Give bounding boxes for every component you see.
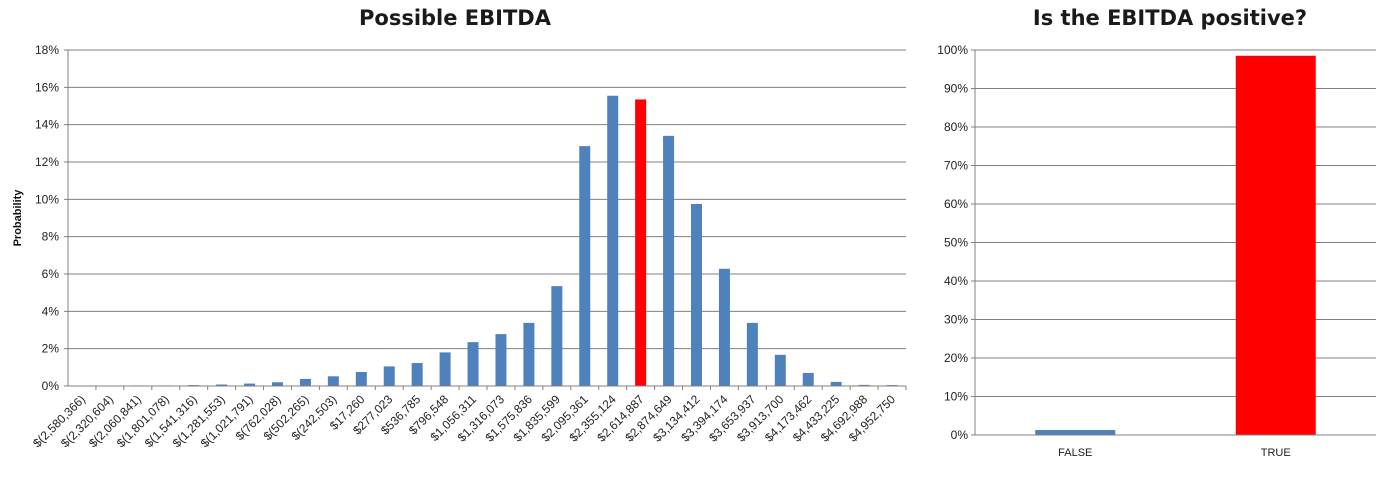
right-x-tick-label: FALSE: [1058, 447, 1092, 459]
left-y-tick-label: 2%: [42, 342, 60, 356]
left-y-axis-label: Probability: [12, 189, 24, 247]
left-y-tick-label: 18%: [35, 43, 59, 57]
left-y-tick-label: 8%: [42, 230, 60, 244]
right-y-tick-label: 70%: [944, 159, 968, 173]
left-bar: [663, 135, 675, 386]
right-y-tick-label: 50%: [944, 236, 968, 250]
right-y-tick-label: 30%: [944, 313, 968, 327]
left-bar: [495, 334, 507, 386]
left-bar: [216, 384, 228, 386]
right-y-tick-label: 0%: [951, 428, 969, 442]
right-y-tick-label: 20%: [944, 351, 968, 365]
right-y-tick-label: 80%: [944, 120, 968, 134]
right-y-tick-label: 40%: [944, 274, 968, 288]
left-bar: [830, 381, 842, 386]
left-bar: [746, 322, 758, 386]
right-y-tick-label: 10%: [944, 390, 968, 404]
right-y-tick-label: 90%: [944, 82, 968, 96]
left-bar: [802, 372, 814, 386]
left-y-tick-label: 16%: [35, 80, 59, 94]
left-bar: [411, 363, 423, 386]
left-bar: [244, 383, 256, 386]
left-bar: [467, 342, 479, 386]
right-chart-title: Is the EBITDA positive?: [1032, 6, 1308, 30]
left-y-tick-label: 0%: [42, 379, 60, 393]
left-bar: [383, 366, 395, 386]
left-bar: [523, 322, 535, 386]
left-y-tick-label: 14%: [35, 118, 59, 132]
left-bar: [272, 382, 283, 386]
left-bar: [718, 268, 730, 386]
left-bar: [774, 354, 786, 386]
left-chart-title: Possible EBITDA: [359, 6, 551, 30]
left-y-tick-label: 6%: [42, 267, 60, 281]
left-bar: [299, 378, 311, 386]
left-bar: [635, 99, 647, 386]
left-bar: [551, 286, 563, 386]
left-bar: [355, 372, 367, 386]
right-bar: [1035, 429, 1116, 435]
right-y-tick-label: 100%: [937, 43, 968, 57]
left-bar: [327, 376, 339, 386]
left-y-tick-label: 12%: [35, 155, 59, 169]
left-bar: [579, 146, 591, 386]
left-y-tick-label: 4%: [42, 304, 60, 318]
right-bar: [1235, 55, 1316, 436]
right-y-tick-label: 60%: [944, 197, 968, 211]
left-bar: [607, 95, 619, 386]
left-bar: [858, 384, 870, 386]
left-bar: [439, 352, 451, 386]
left-y-tick-label: 10%: [35, 192, 59, 206]
left-bar: [691, 204, 702, 386]
right-x-tick-label: TRUE: [1261, 447, 1291, 459]
